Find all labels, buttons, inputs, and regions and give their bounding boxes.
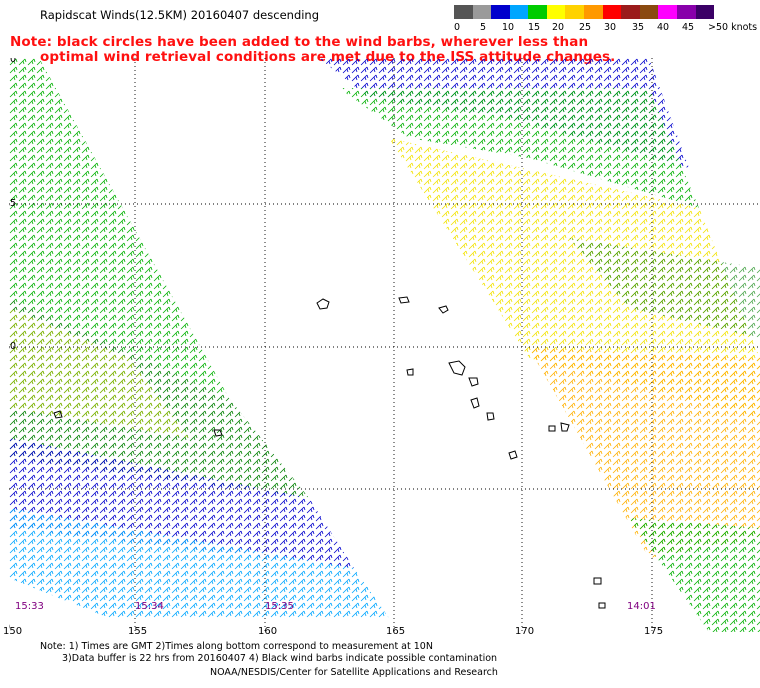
scale-label-25: 25 [579, 22, 592, 33]
lat-label-5: 5 [9, 483, 10, 494]
lat-label-10: 10 [9, 341, 16, 352]
scale-swatch-1 [472, 5, 492, 19]
scale-label-40: 40 [657, 22, 670, 33]
wind-speed-color-scale [454, 5, 715, 19]
lon-label-170: 170 [515, 626, 535, 637]
scale-swatch-0 [454, 5, 473, 19]
scale-swatch-2 [491, 5, 510, 19]
wind-barb-map: 20 15 10 5 0 15:33 15:34 15:35 14:01 [9, 58, 760, 632]
scale-swatch-7 [584, 5, 603, 19]
color-scale-labels: 0 5 10 15 20 25 30 35 40 45 >50 knots [450, 22, 760, 34]
scale-label-10: 10 [502, 22, 515, 33]
scale-swatch-13 [695, 5, 715, 19]
scale-label-15: 15 [528, 22, 541, 33]
lon-label-155: 155 [128, 626, 148, 637]
footnote-line-1: Note: 1) Times are GMT 2)Times along bot… [40, 641, 433, 652]
scale-swatch-3 [509, 5, 529, 19]
lon-label-165: 165 [386, 626, 406, 637]
island-outlines [53, 296, 606, 609]
footnote-line-2: 3)Data buffer is 22 hrs from 20160407 4)… [62, 653, 498, 664]
time-label-1401: 14:01 [627, 601, 656, 612]
time-label-1534: 15:34 [135, 601, 164, 612]
scale-swatch-8 [602, 5, 622, 19]
scale-swatch-10 [639, 5, 659, 19]
lon-label-150: 150 [3, 626, 23, 637]
scale-swatch-5 [546, 5, 566, 19]
scale-label-45: 45 [682, 22, 695, 33]
scale-label-20: 20 [552, 22, 565, 33]
map-title: Rapidscat Winds(12.5KM) 20160407 descend… [40, 8, 320, 22]
lat-label-20: 20 [9, 58, 16, 65]
scale-label-5: 5 [480, 22, 487, 33]
scale-label-35: 35 [632, 22, 645, 33]
scale-swatch-4 [528, 5, 547, 19]
lon-label-175: 175 [644, 626, 664, 637]
lat-label-0: 0 [9, 622, 10, 632]
lon-label-160: 160 [258, 626, 278, 637]
scale-swatch-11 [658, 5, 677, 19]
scale-label-0: 0 [454, 22, 461, 33]
credit-line: NOAA/NESDIS/Center for Satellite Applica… [210, 667, 498, 678]
scale-swatch-9 [621, 5, 640, 19]
left-swath [9, 58, 389, 618]
scale-swatch-6 [565, 5, 585, 19]
lat-label-15: 15 [9, 198, 16, 209]
time-label-1535: 15:35 [265, 601, 294, 612]
scale-swatch-12 [676, 5, 696, 19]
right-swath [319, 58, 760, 632]
time-label-1533: 15:33 [15, 601, 44, 612]
scale-label-50-knots: >50 knots [708, 22, 758, 33]
note-line-1: Note: black circles have been added to t… [10, 34, 589, 50]
scale-label-30: 30 [604, 22, 617, 33]
